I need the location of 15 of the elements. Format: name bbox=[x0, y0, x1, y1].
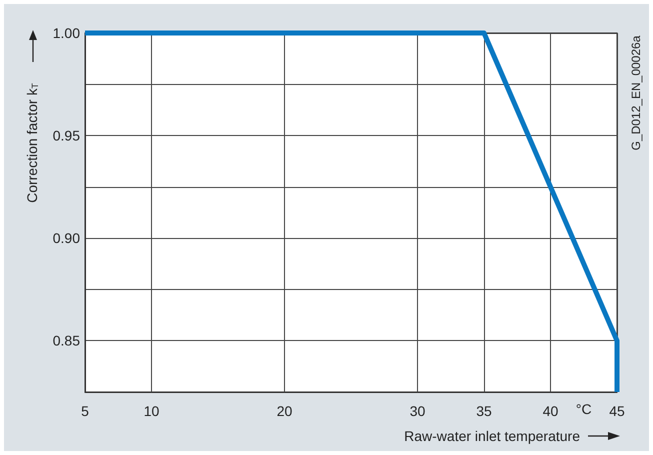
x-tick-label: 5 bbox=[81, 403, 90, 419]
y-tick-label: 0.85 bbox=[52, 332, 80, 349]
x-tick-label: 45 bbox=[609, 403, 625, 419]
x-tick-label: 20 bbox=[276, 403, 292, 419]
x-tick-label: 10 bbox=[144, 403, 160, 419]
text: °C bbox=[576, 401, 592, 417]
y-tick-label: 0.90 bbox=[52, 230, 80, 246]
y-tick-label: 1.00 bbox=[52, 25, 80, 41]
y-axis-title: Correction factor kT bbox=[24, 82, 40, 203]
y-tick-label: 0.95 bbox=[52, 128, 80, 144]
text: G_D012_EN_00026a bbox=[629, 35, 643, 150]
x-tick-label: 35 bbox=[476, 403, 492, 419]
x-tick-label: 30 bbox=[410, 403, 426, 419]
x-axis-title: Raw-water inlet temperature bbox=[404, 428, 580, 444]
x-tick-label: 40 bbox=[542, 403, 558, 419]
